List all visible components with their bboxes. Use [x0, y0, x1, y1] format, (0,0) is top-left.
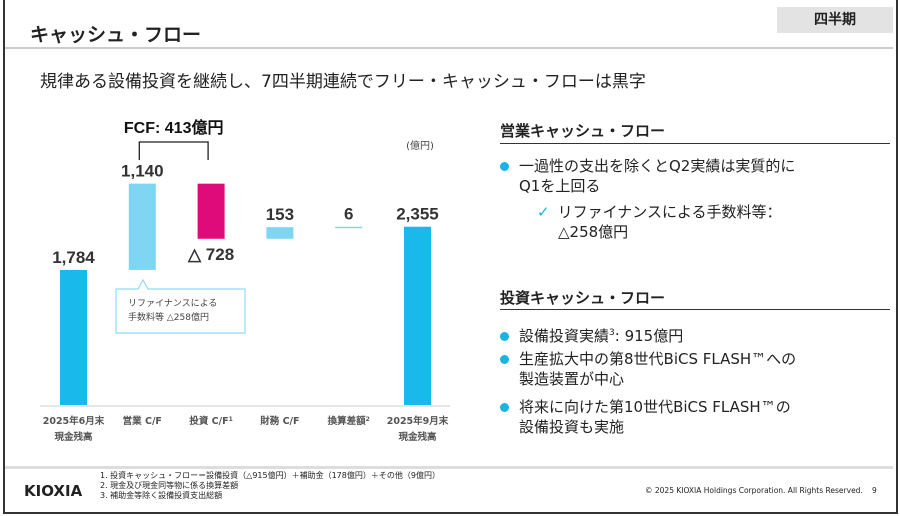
header-divider	[5, 47, 893, 49]
category-label: 2025年6月末	[43, 415, 105, 427]
fcf-label: FCF: 413億円	[124, 118, 224, 137]
page-title: キャッシュ・フロー	[30, 24, 202, 46]
bar-3	[266, 227, 294, 239]
investing-bullet: 設備投資実績3: 915億円	[500, 323, 683, 346]
footnote: 3. 補助金等除く設備投資支出総額	[100, 491, 223, 500]
period-tag: 四半期	[777, 7, 893, 33]
category-label-line2: 現金残高	[398, 431, 437, 443]
category-label: 投資 C/F1	[189, 415, 232, 427]
category-label: 営業 C/F	[123, 415, 162, 427]
operating-bullet: 一過性の支出を除くとQ2実績は実質的に Q1を上回る	[500, 156, 795, 196]
value-label: 1,140	[121, 162, 164, 181]
value-label: 2,355	[396, 205, 439, 224]
investing-cf-heading: 投資キャッシュ・フロー	[500, 289, 666, 307]
slide-frame	[3, 0, 898, 514]
callout-text: 手数料等 △258億円	[128, 311, 209, 323]
kioxia-logo: KIOXIA	[24, 482, 83, 500]
unit-label: (億円)	[406, 139, 434, 152]
category-label-line2: 現金残高	[54, 431, 93, 443]
bar-5	[404, 226, 431, 405]
category-label: 換算差額2	[328, 415, 370, 427]
operating-cf-heading: 営業キャッシュ・フロー	[500, 122, 666, 140]
category-label: 2025年9月末	[387, 415, 449, 427]
category-label: 財務 C/F	[259, 415, 299, 427]
bullet-icon	[500, 403, 509, 412]
investing-bullet: 生産拡大中の第8世代BiCS FLASH™への 製造装置が中心	[500, 349, 796, 389]
bullet-icon	[500, 332, 509, 341]
callout-box	[115, 278, 246, 334]
operating-divider	[500, 143, 890, 144]
footnotes: 1. 投資キャッシュ・フロー＝設備投資（△915億円）＋補助金（178億円）＋そ…	[100, 471, 440, 501]
value-label: 6	[344, 205, 353, 224]
callout-text: リファイナンスによる	[128, 298, 217, 309]
bar-1	[128, 183, 156, 270]
footnote: 2. 現金及び現金同等物に係る換算差額	[100, 481, 239, 490]
investing-bullet: 将来に向けた第10世代BiCS FLASH™の 設備投資も実施	[500, 397, 791, 437]
footnote: 1. 投資キャッシュ・フロー＝設備投資（△915億円）＋補助金（178億円）＋そ…	[100, 471, 440, 480]
bullet-icon	[500, 162, 509, 171]
bar-0	[60, 269, 87, 405]
copyright: © 2025 KIOXIA Holdings Corporation. All …	[645, 486, 863, 495]
value-label: △ 728	[187, 245, 234, 264]
operating-sub-bullet: ✓ リファイナンスによる手数料等： △258億円	[537, 203, 782, 241]
value-label: 153	[266, 205, 294, 224]
footer-divider	[5, 466, 893, 469]
investing-divider	[500, 309, 890, 310]
fcf-bracket	[138, 141, 209, 160]
bar-4	[335, 226, 363, 229]
bar-2	[197, 183, 225, 239]
page-number: 9	[872, 486, 877, 495]
check-icon: ✓	[537, 203, 550, 221]
slide-subtitle: 規律ある設備投資を継続し、7四半期連続でフリー・キャッシュ・フローは黒字	[40, 72, 646, 92]
bullet-icon	[500, 355, 509, 364]
value-label: 1,784	[52, 248, 95, 267]
